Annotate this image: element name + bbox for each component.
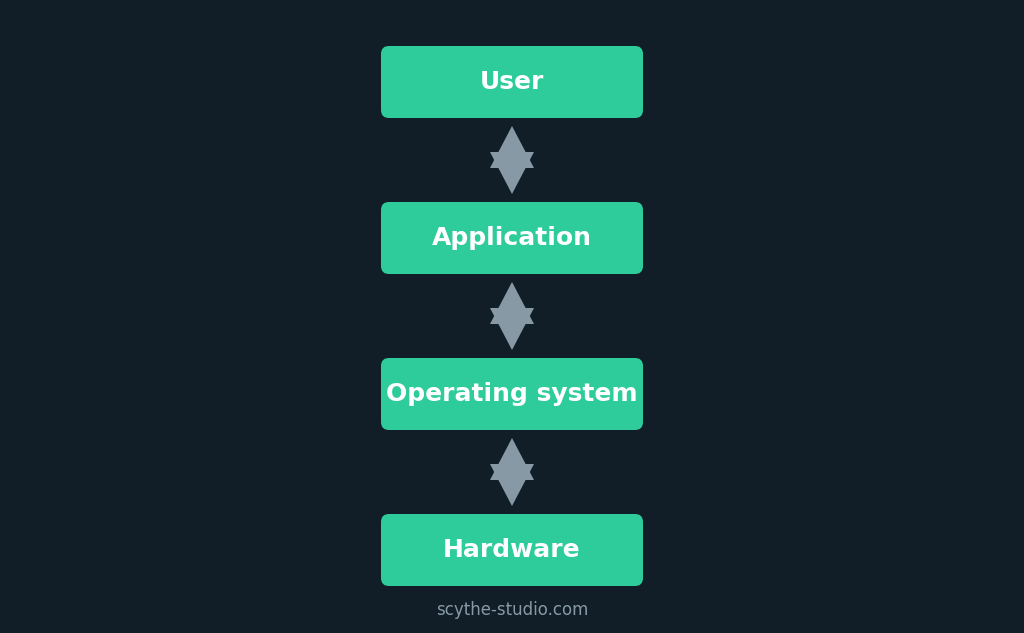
Polygon shape — [490, 126, 534, 194]
Polygon shape — [490, 282, 534, 350]
Text: User: User — [480, 70, 544, 94]
Text: Operating system: Operating system — [386, 382, 638, 406]
FancyBboxPatch shape — [381, 46, 643, 118]
Text: scythe-studio.com: scythe-studio.com — [436, 601, 588, 619]
FancyBboxPatch shape — [381, 358, 643, 430]
Text: Application: Application — [432, 226, 592, 250]
FancyBboxPatch shape — [381, 202, 643, 274]
Polygon shape — [490, 438, 534, 506]
Text: Hardware: Hardware — [443, 538, 581, 562]
FancyBboxPatch shape — [381, 514, 643, 586]
